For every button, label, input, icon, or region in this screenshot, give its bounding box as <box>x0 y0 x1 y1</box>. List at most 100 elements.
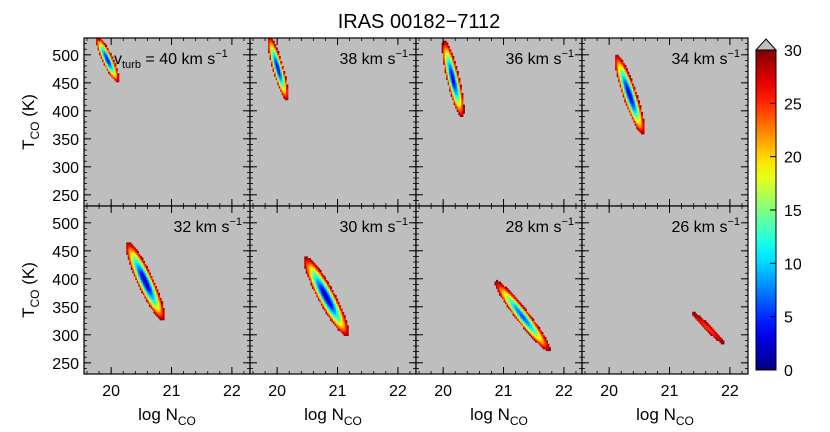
heatmap-cell <box>142 276 146 279</box>
heatmap-cell <box>624 69 627 73</box>
heatmap-cell <box>619 59 622 63</box>
heatmap-cell <box>452 96 455 99</box>
heatmap-cell <box>275 66 278 69</box>
heatmap-cell <box>130 265 133 269</box>
heatmap-cell <box>313 285 316 288</box>
heatmap-cell <box>517 315 520 318</box>
heatmap-cell <box>313 274 316 278</box>
heatmap-cell <box>316 291 319 294</box>
heatmap-cell <box>343 318 346 321</box>
heatmap-cell <box>444 71 447 74</box>
heatmap-cell <box>450 92 453 96</box>
heatmap-cell <box>322 300 325 303</box>
heatmap-cell <box>322 301 325 305</box>
heatmap-cell <box>640 127 644 130</box>
heatmap-cell <box>135 267 138 270</box>
heatmap-cell <box>147 297 150 301</box>
heatmap-cell <box>328 291 331 294</box>
heatmap-cell <box>526 316 529 320</box>
heatmap-cell <box>141 287 144 291</box>
heatmap-cell <box>636 108 639 111</box>
heatmap-cell <box>701 318 704 321</box>
heatmap-cell <box>443 52 446 55</box>
heatmap-cell <box>444 64 447 67</box>
heatmap-cell <box>637 111 640 115</box>
heatmap-cell <box>331 301 334 305</box>
y-tick-label: 400 <box>52 272 79 289</box>
heatmap-cell <box>281 69 284 72</box>
heatmap-cell <box>521 323 524 326</box>
heatmap-cell <box>455 82 458 86</box>
heatmap-cell <box>449 76 452 79</box>
heatmap-cell <box>538 335 541 338</box>
heatmap-cell <box>148 301 152 304</box>
heatmap-cell <box>450 76 453 79</box>
heatmap-cell <box>316 285 319 288</box>
heatmap-cell <box>141 276 144 279</box>
heatmap-cell <box>633 91 636 95</box>
heatmap-cell <box>316 283 319 286</box>
heatmap-cell <box>308 274 312 278</box>
heatmap-cell <box>640 120 644 123</box>
heatmap-cell <box>702 325 705 328</box>
heatmap-cell <box>161 318 164 321</box>
heatmap-cell <box>319 273 322 276</box>
heatmap-cell <box>342 330 345 333</box>
heatmap-cell <box>446 66 449 69</box>
heatmap-cell <box>637 110 640 113</box>
heatmap-cell <box>269 50 272 54</box>
heatmap-cell <box>102 51 105 54</box>
heatmap-cell <box>497 290 500 293</box>
heatmap-cell <box>277 61 280 64</box>
heatmap-cell <box>509 306 512 310</box>
heatmap-cell <box>345 327 348 330</box>
heatmap-cell <box>274 71 277 74</box>
heatmap-cell <box>461 114 464 117</box>
heatmap-cell <box>453 96 456 99</box>
heatmap-cell <box>145 269 149 272</box>
heatmap-cell <box>621 63 624 66</box>
heatmap-cell <box>151 304 155 307</box>
heatmap-cell <box>526 328 529 331</box>
heatmap-cell <box>639 122 642 125</box>
heatmap-cell <box>322 291 325 294</box>
heatmap-cell <box>142 286 146 289</box>
heatmap-cell <box>500 283 503 286</box>
heatmap-cell <box>310 269 313 273</box>
heatmap-cell <box>459 108 462 111</box>
heatmap-cell <box>628 80 631 83</box>
heatmap-cell <box>339 325 342 328</box>
heatmap-cell <box>317 295 321 298</box>
heatmap-cell <box>447 47 450 50</box>
heatmap-cell <box>502 291 505 294</box>
heatmap-cell <box>139 271 142 274</box>
heatmap-cell <box>618 61 621 64</box>
heatmap-cell <box>538 328 541 331</box>
x-tick-label: 20 <box>600 383 618 400</box>
heatmap-cell <box>640 125 644 128</box>
heatmap-cell <box>541 340 544 343</box>
heatmap-cell <box>529 327 532 330</box>
heatmap-cell <box>330 301 333 305</box>
heatmap-cell <box>456 104 459 107</box>
heatmap-cell <box>339 321 342 325</box>
heatmap-cell <box>449 54 452 57</box>
heatmap-cell <box>624 81 627 84</box>
heatmap-cell <box>497 283 500 286</box>
heatmap-cell <box>331 295 334 298</box>
heatmap-cell <box>446 47 449 50</box>
heatmap-cell <box>541 335 544 338</box>
heatmap-cell <box>148 272 152 275</box>
heatmap-cell <box>148 276 152 279</box>
heatmap-cell <box>628 106 631 110</box>
heatmap-cell <box>316 274 319 278</box>
heatmap-cell <box>156 313 159 316</box>
heatmap-cell <box>99 53 102 56</box>
heatmap-cell <box>633 101 636 105</box>
heatmap-cell <box>508 303 511 306</box>
heatmap-cell <box>136 277 139 280</box>
heatmap-cell <box>447 77 450 81</box>
heatmap-cell <box>317 273 321 276</box>
heatmap-cell <box>333 296 336 299</box>
heatmap-cell <box>313 276 316 279</box>
